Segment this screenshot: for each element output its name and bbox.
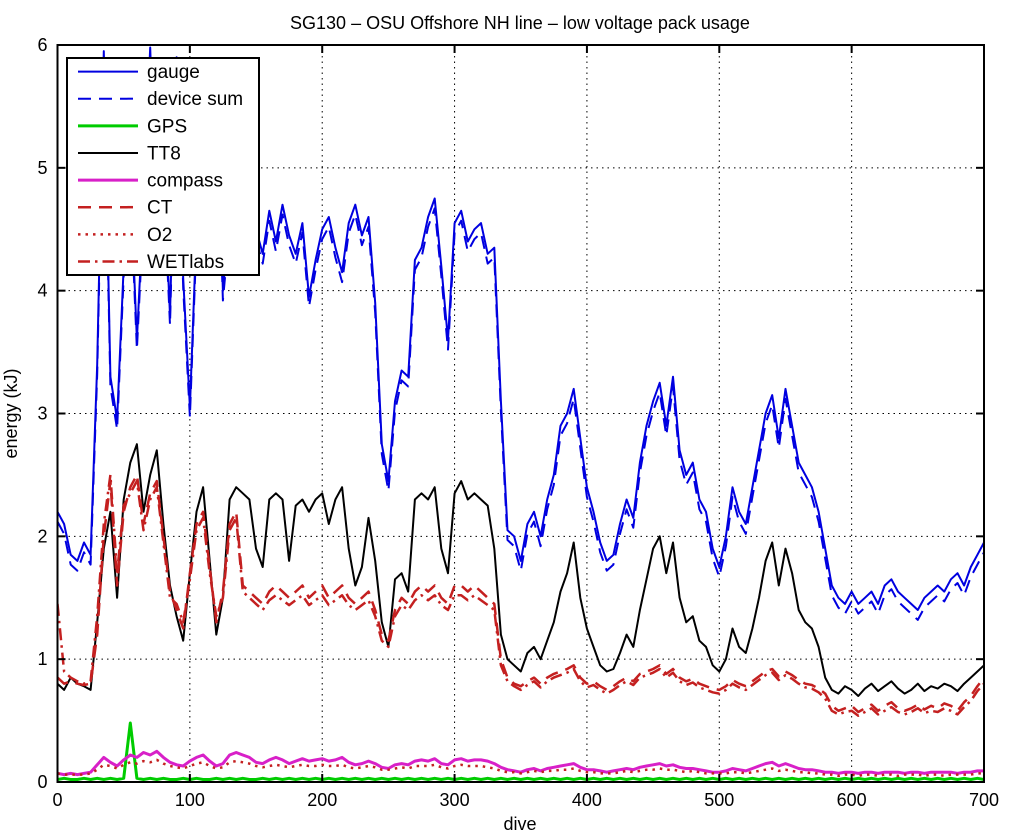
- series-line-o2: [57, 758, 984, 778]
- y-axis-label: energy (kJ): [1, 368, 21, 458]
- y-tick-label-5: 5: [37, 158, 47, 178]
- x-tick-label-0: 0: [52, 790, 62, 810]
- legend-box: [66, 57, 260, 276]
- tick-marks: [56, 44, 985, 783]
- legend-label-ct: CT: [147, 198, 173, 219]
- legend-label-o2: O2: [147, 225, 172, 246]
- y-tick-label-6: 6: [37, 35, 47, 55]
- legend: gauge device sum GPS TT8 compass CT O2 WETlabs: [66, 57, 260, 276]
- x-tick-label-700: 700: [969, 790, 999, 810]
- legend-label-gps: GPS: [147, 116, 187, 137]
- y-tick-label-1: 1: [37, 649, 47, 669]
- y-tick-label-3: 3: [37, 404, 47, 424]
- y-tick-label-2: 2: [37, 526, 47, 546]
- legend-label-device-sum: device sum: [147, 89, 243, 110]
- legend-label-wetlabs: WETlabs: [147, 252, 224, 273]
- x-tick-label-300: 300: [440, 790, 470, 810]
- x-tick-label-500: 500: [704, 790, 734, 810]
- series-line-wetlabs: [57, 473, 984, 717]
- legend-label-compass: compass: [147, 171, 223, 192]
- x-tick-label-600: 600: [837, 790, 867, 810]
- series-line-device-sum: [57, 56, 984, 621]
- y-tick-label-0: 0: [37, 772, 47, 792]
- series-line-gps: [57, 721, 984, 781]
- x-tick-label-400: 400: [572, 790, 602, 810]
- legend-label-tt8: TT8: [147, 143, 181, 164]
- x-tick-label-200: 200: [307, 790, 337, 810]
- series-line-ct: [57, 473, 984, 714]
- y-tick-label-4: 4: [37, 281, 47, 301]
- chart-title: SG130 – OSU Offshore NH line – low volta…: [290, 13, 750, 33]
- x-tick-label-100: 100: [175, 790, 205, 810]
- legend-label-gauge: gauge: [147, 62, 200, 83]
- x-axis-label: dive: [503, 814, 536, 834]
- tick-labels: 0 100 200 300 400 500 600 700 0 1 2 3 4 5 6: [37, 35, 999, 810]
